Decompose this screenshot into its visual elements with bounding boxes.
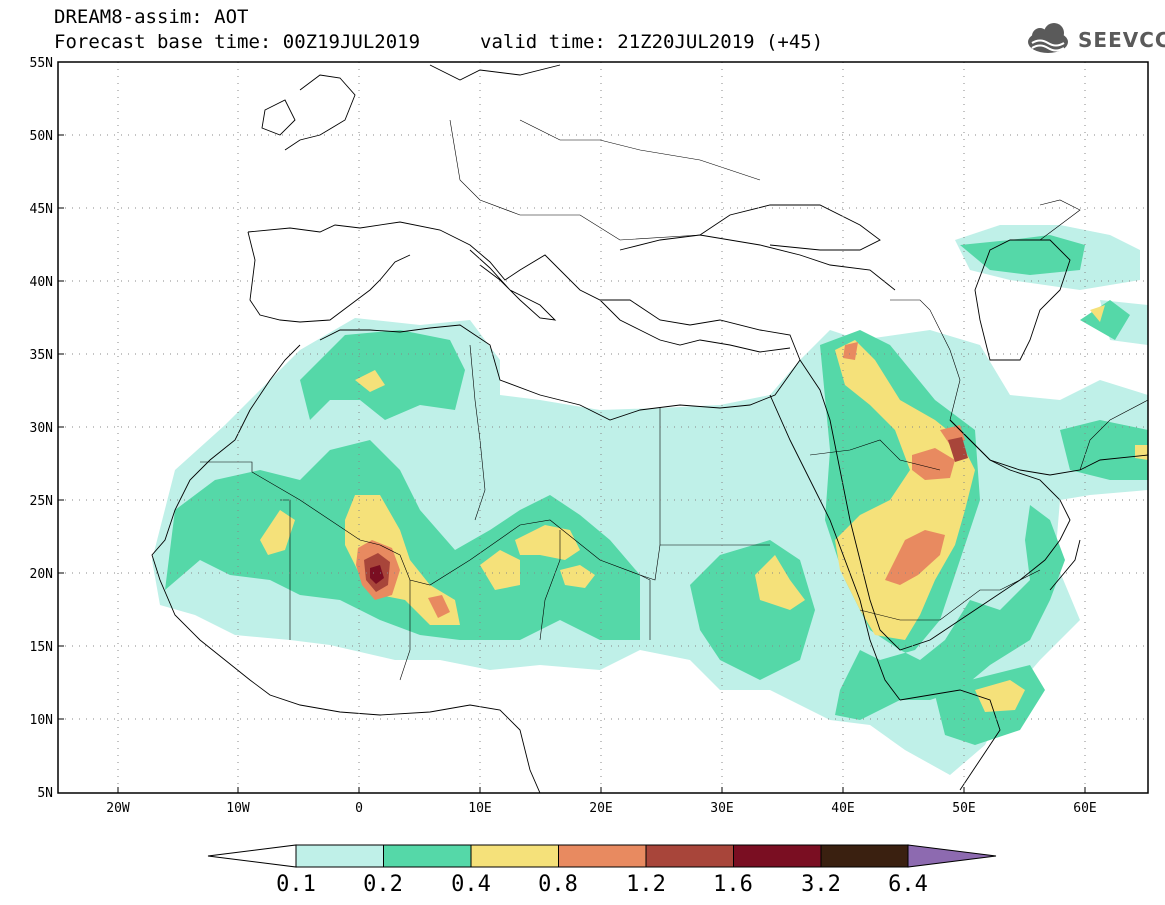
colorbar-swatch xyxy=(295,844,384,868)
tick-marks xyxy=(58,61,1086,793)
aot-level-0-4 xyxy=(260,305,1148,712)
colorbar-label: 0.1 xyxy=(276,872,316,897)
lat-label-5n: 5N xyxy=(37,786,53,801)
valid-time: valid time: 21Z20JUL2019 (+45) xyxy=(480,31,824,53)
lon-label-10e: 10E xyxy=(468,801,491,816)
lat-label-50n: 50N xyxy=(30,129,53,144)
map-grid xyxy=(58,62,1148,793)
map-title: DREAM8-assim: AOT xyxy=(54,6,249,28)
lon-label-20e: 20E xyxy=(589,801,612,816)
colorbar-label: 0.8 xyxy=(538,872,578,897)
aot-level-0-8 xyxy=(356,342,965,618)
colorbar-label: 1.2 xyxy=(626,872,666,897)
lon-labels: 20W 10W 0 10E 20E 30E 40E 50E 60E xyxy=(106,801,1096,816)
colorbar-swatch xyxy=(383,844,472,868)
colorbar-label: 1.6 xyxy=(713,872,753,897)
lat-label-10n: 10N xyxy=(30,713,53,728)
lon-label-50e: 50E xyxy=(952,801,975,816)
lat-label-35n: 35N xyxy=(30,348,53,363)
logo-text: SEEVCCC xyxy=(1078,28,1165,52)
colorbar-under-arrow xyxy=(207,844,297,868)
colorbar-label: 0.4 xyxy=(451,872,491,897)
colorbar-label: 0.2 xyxy=(363,872,403,897)
lat-label-45n: 45N xyxy=(30,202,53,217)
lat-label-20n: 20N xyxy=(30,567,53,582)
colorbar-swatch xyxy=(645,844,734,868)
lat-label-55n: 55N xyxy=(30,56,53,71)
colorbar-label: 3.2 xyxy=(801,872,841,897)
colorbar-swatch xyxy=(820,844,909,868)
lat-label-25n: 25N xyxy=(30,494,53,509)
lon-label-40e: 40E xyxy=(831,801,854,816)
lon-label-60e: 60E xyxy=(1073,801,1096,816)
lon-label-10w: 10W xyxy=(226,801,250,816)
coastlines xyxy=(151,64,1148,793)
colorbar xyxy=(207,844,997,868)
colorbar-over-arrow xyxy=(907,844,997,868)
lon-label-0: 0 xyxy=(355,801,363,816)
lat-label-40n: 40N xyxy=(30,275,53,290)
lat-label-30n: 30N xyxy=(30,421,53,436)
colorbar-swatches xyxy=(295,844,909,868)
lat-labels: 55N 50N 45N 40N 35N 30N 25N 20N 15N 10N … xyxy=(30,56,53,801)
colorbar-swatch xyxy=(470,844,559,868)
lat-label-15n: 15N xyxy=(30,640,53,655)
aot-level-1-6 xyxy=(370,565,384,584)
lon-label-20w: 20W xyxy=(106,801,130,816)
colorbar-swatch xyxy=(558,844,647,868)
forecast-base-time: Forecast base time: 00Z19JUL2019 xyxy=(54,31,421,53)
colorbar-label: 6.4 xyxy=(888,872,928,897)
lon-label-30e: 30E xyxy=(710,801,733,816)
cloud-logo-icon xyxy=(1028,23,1068,53)
colorbar-swatch xyxy=(733,844,822,868)
aot-field xyxy=(152,225,1148,775)
